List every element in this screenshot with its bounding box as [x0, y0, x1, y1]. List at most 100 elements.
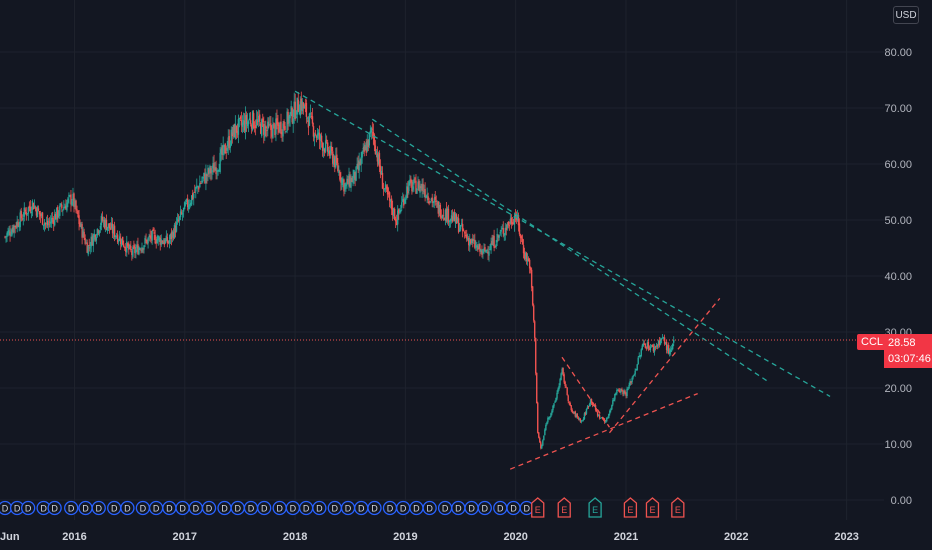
dividend-marker[interactable]: D — [464, 500, 479, 516]
candle-body — [498, 235, 500, 238]
svg-text:D: D — [166, 504, 173, 514]
dividend-marker[interactable]: D — [0, 500, 13, 516]
trendline-support[interactable] — [608, 297, 721, 434]
candle-body — [426, 194, 428, 198]
trendline-support[interactable] — [509, 392, 698, 470]
candle-body — [434, 196, 436, 200]
dividend-marker[interactable]: D — [64, 500, 79, 516]
candle-body — [328, 150, 330, 154]
candle-body — [605, 421, 607, 423]
candle-body — [541, 445, 543, 449]
dividend-marker[interactable]: D — [217, 500, 232, 516]
price-axis[interactable]: 0.0010.0020.0030.0040.0050.0060.0070.008… — [884, 47, 912, 507]
dividend-marker[interactable]: D — [47, 500, 62, 516]
candle-body — [559, 379, 561, 386]
trendline-resistance[interactable] — [294, 90, 831, 397]
dividend-marker[interactable]: D — [312, 500, 327, 516]
dividend-marker[interactable]: D — [175, 500, 190, 516]
dividend-marker[interactable]: D — [354, 500, 369, 516]
candle-body — [580, 420, 583, 422]
dividend-marker[interactable]: D — [21, 500, 36, 516]
candle-body — [273, 122, 275, 124]
dividend-marker[interactable]: D — [477, 500, 492, 516]
candle-body — [102, 219, 105, 222]
candle-body — [112, 226, 115, 234]
earnings-marker[interactable]: E — [645, 497, 660, 518]
earnings-marker[interactable]: E — [671, 497, 685, 518]
candle-body — [84, 238, 86, 244]
dividend-marker[interactable]: D — [257, 500, 272, 516]
candle-body — [343, 179, 345, 192]
time-axis[interactable]: Jun 2016 2017 2018 2019 2020 2021 2022 2023 — [0, 531, 859, 543]
candle-body — [595, 409, 598, 412]
earnings-marker[interactable]: E — [623, 497, 638, 518]
dividend-marker[interactable]: D — [188, 500, 203, 516]
candle-body — [297, 99, 299, 112]
dividend-marker[interactable]: D — [422, 500, 437, 516]
dividend-marker[interactable]: D — [78, 500, 93, 516]
svg-text:E: E — [561, 505, 567, 515]
dividend-marker[interactable]: D — [285, 500, 301, 516]
dividend-marker[interactable]: D — [201, 500, 217, 516]
dividend-marker[interactable]: D — [396, 500, 411, 516]
earnings-marker[interactable]: E — [557, 497, 571, 518]
candle-body — [370, 127, 373, 133]
earnings-marker[interactable]: E — [588, 497, 602, 518]
svg-text:D: D — [96, 504, 103, 514]
candle-body — [240, 120, 243, 126]
candle-body — [547, 417, 549, 423]
candle-body — [363, 146, 365, 152]
dividend-marker[interactable]: D — [340, 500, 356, 516]
dividend-marker[interactable]: D — [120, 500, 135, 516]
candle-body — [232, 125, 235, 135]
dividend-marker[interactable]: D — [148, 500, 164, 516]
candle-body — [132, 247, 134, 257]
dividend-marker[interactable]: D — [272, 500, 287, 516]
candle-body — [33, 205, 36, 208]
trendline-resistance[interactable] — [371, 118, 770, 383]
dividend-marker[interactable]: D — [107, 500, 122, 516]
candle-body — [148, 236, 150, 238]
candle-body — [648, 348, 651, 350]
dividend-marker[interactable]: D — [298, 500, 314, 516]
dividend-marker[interactable]: D — [243, 500, 259, 516]
dividend-marker[interactable]: D — [367, 500, 382, 516]
currency-button[interactable]: USD — [893, 6, 919, 24]
earnings-marker[interactable]: E — [531, 497, 545, 518]
dividend-marker[interactable]: D — [451, 500, 466, 516]
candle-body — [564, 381, 566, 387]
candle-body — [156, 239, 158, 244]
candle-body — [365, 146, 367, 153]
svg-text:D: D — [153, 504, 160, 514]
candle-body — [496, 233, 498, 243]
dividend-marker[interactable]: D — [437, 500, 453, 516]
candle-body — [368, 132, 370, 146]
dividend-marker[interactable]: D — [506, 500, 521, 516]
trendlines[interactable] — [294, 90, 831, 470]
candle-body — [61, 204, 63, 209]
dividend-marker[interactable]: D — [409, 500, 424, 516]
candle-body — [467, 238, 469, 240]
dividend-marker[interactable]: D — [493, 500, 508, 516]
dividend-marker[interactable]: D — [91, 500, 106, 516]
dividend-marker[interactable]: D — [327, 500, 342, 516]
candle-body — [215, 167, 217, 175]
candle-body — [367, 139, 369, 147]
candle-body — [350, 177, 352, 188]
dividend-marker[interactable]: D — [382, 500, 398, 516]
trendline-wedge-top[interactable] — [561, 356, 610, 428]
candle-body — [449, 218, 452, 222]
candle-body — [417, 181, 419, 189]
dividend-marker[interactable]: D — [162, 500, 177, 516]
candle-body — [375, 151, 378, 154]
dividend-marker[interactable]: D — [230, 500, 245, 516]
candle-body — [470, 239, 472, 244]
candle-body — [218, 169, 220, 172]
dividend-marker[interactable]: D — [135, 500, 151, 516]
candle-body — [458, 228, 461, 232]
candle-body — [214, 167, 216, 171]
candle-body — [314, 133, 317, 135]
candle-body — [59, 205, 61, 216]
